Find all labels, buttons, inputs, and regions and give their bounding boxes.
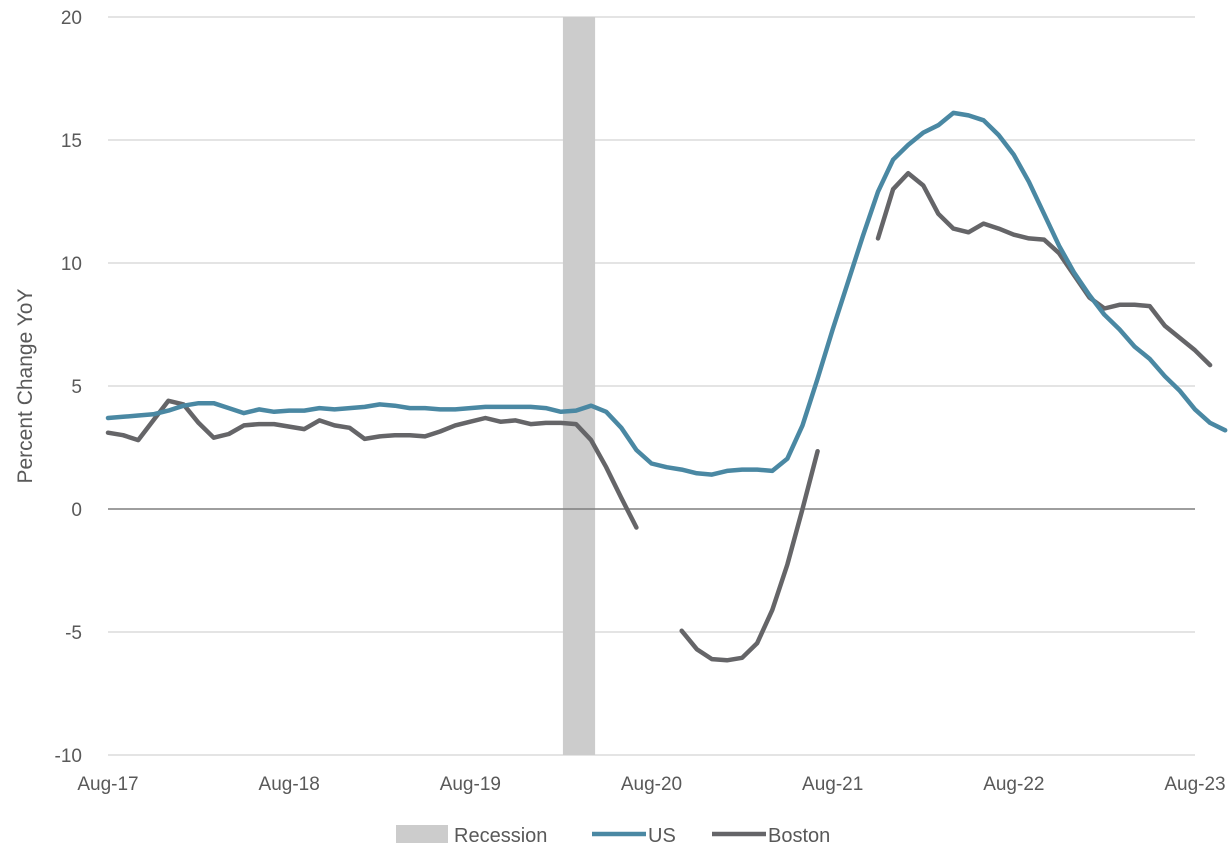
y-tick-label: 0 xyxy=(71,500,82,521)
x-tick-label: Aug-22 xyxy=(983,774,1044,795)
y-tick-label: 15 xyxy=(61,131,82,152)
x-tick-label: Aug-19 xyxy=(440,774,501,795)
series-lines xyxy=(105,110,1228,663)
recession-band xyxy=(562,17,596,755)
legend-recession-label: Recession xyxy=(454,825,547,843)
us-line xyxy=(105,110,1228,477)
x-tick-label: Aug-21 xyxy=(802,774,863,795)
boston-line xyxy=(679,448,820,663)
legend-us-label: US xyxy=(648,825,676,843)
x-tick-labels: Aug-17 Aug-18 Aug-19 Aug-20 Aug-21 Aug-22 Aug-… xyxy=(77,774,1225,795)
boston-line xyxy=(875,170,1213,368)
x-tick-label: Aug-23 xyxy=(1164,774,1225,795)
y-tick-label: 20 xyxy=(61,8,82,29)
y-tick-labels: -10 -5 0 5 10 15 20 xyxy=(55,8,82,767)
x-tick-label: Aug-17 xyxy=(77,774,138,795)
x-tick-label: Aug-20 xyxy=(621,774,682,795)
y-tick-label: -10 xyxy=(55,746,82,767)
legend-boston-label: Boston xyxy=(768,825,830,843)
grid-lines xyxy=(108,16,1195,756)
y-tick-label: -5 xyxy=(65,623,82,644)
legend-recession-swatch xyxy=(396,825,448,843)
y-tick-label: 10 xyxy=(61,254,82,275)
x-tick-label: Aug-18 xyxy=(259,774,320,795)
y-axis-title: Percent Change YoY xyxy=(14,289,37,484)
y-tick-label: 5 xyxy=(71,377,82,398)
boston-line xyxy=(105,398,639,530)
legend: Recession US Boston xyxy=(396,825,830,843)
